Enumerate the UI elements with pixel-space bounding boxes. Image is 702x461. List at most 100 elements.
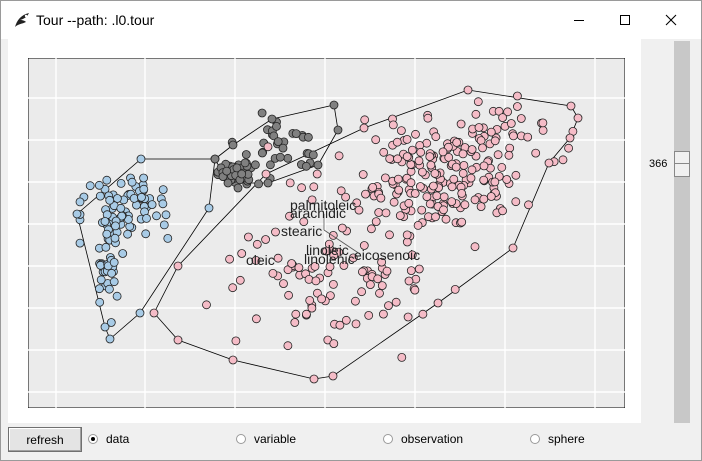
data-point [505,143,515,153]
close-button[interactable] [648,1,694,39]
data-point [341,192,351,202]
radio-sphere-indicator[interactable] [530,434,540,444]
speed-slider-handle[interactable] [674,151,690,177]
data-point [439,205,448,215]
data-point [538,118,548,128]
data-point [426,160,436,170]
data-point [231,336,241,346]
data-point [273,137,283,146]
data-point [341,315,351,325]
data-point [116,179,126,188]
data-point [558,155,568,165]
data-point [137,192,146,202]
data-point [504,150,514,160]
data-point [564,143,573,153]
data-point [473,97,483,107]
data-point [393,174,403,184]
data-point [322,246,331,256]
data-point [524,200,533,210]
data-point [334,151,344,161]
data-point [498,206,508,216]
data-point [285,211,294,221]
data-point [273,253,283,263]
data-point [381,208,391,218]
data-point [471,109,481,119]
axis-line [323,229,361,255]
data-point [406,266,416,276]
data-point [337,223,347,233]
data-point [531,148,541,158]
data-point [127,177,137,187]
data-point [111,221,120,231]
data-point [100,322,110,332]
data-point [368,182,378,192]
data-point [240,158,250,168]
data-point [508,243,518,253]
radio-variable[interactable]: variable [236,432,296,446]
data-point [404,276,414,286]
data-point [466,173,476,183]
refresh-button[interactable]: refresh [8,427,82,452]
data-point [406,178,416,188]
data-point [463,85,473,95]
radio-sphere[interactable]: sphere [530,432,585,446]
data-point [173,335,183,345]
data-point [335,320,345,330]
data-point [328,371,338,381]
data-point [173,261,183,271]
data-point [544,158,554,168]
radio-variable-indicator[interactable] [236,434,246,444]
data-point [538,126,548,135]
data-point [350,296,360,306]
data-point [102,175,112,185]
data-point [444,153,454,162]
data-point [303,132,313,142]
maximize-button[interactable] [602,1,648,39]
data-point [371,135,381,145]
data-point [204,203,214,213]
data-point [142,213,151,223]
feather-icon [15,13,29,27]
data-point [498,113,508,122]
radio-observation-indicator[interactable] [383,434,393,444]
maximize-icon [620,15,630,25]
data-point [107,268,116,278]
title-bar[interactable]: Tour --path: .l0.tour [1,1,701,39]
data-point [106,318,116,327]
data-point [402,152,412,161]
data-point [511,170,521,180]
data-point [479,175,489,185]
data-point [493,150,503,160]
variable-label-arachidic: arachidic [290,205,346,221]
data-point [294,263,304,273]
data-point [312,169,322,179]
data-point [573,113,583,123]
data-point [407,250,417,260]
data-point [109,257,119,267]
radio-data-indicator[interactable] [88,434,98,444]
data-point [447,182,457,192]
data-point [279,279,288,289]
data-point [470,242,480,252]
data-point [394,185,404,195]
speed-slider-track[interactable] [674,41,690,423]
data-point [384,301,393,311]
data-point [116,203,126,213]
data-point [411,129,420,139]
radio-observation[interactable]: observation [383,432,463,446]
data-point [105,195,115,205]
data-point [251,255,261,265]
data-point [425,152,435,161]
data-point [112,291,122,301]
data-point [317,294,327,304]
radio-data[interactable]: data [88,432,129,446]
data-point [232,163,242,173]
minimize-button[interactable] [556,1,602,39]
variable-label-eicosenoic: eicosenoic [354,247,420,263]
data-point [396,126,406,135]
data-point [85,181,95,191]
data-point [490,136,500,146]
data-point [233,183,243,193]
data-point [202,300,211,310]
